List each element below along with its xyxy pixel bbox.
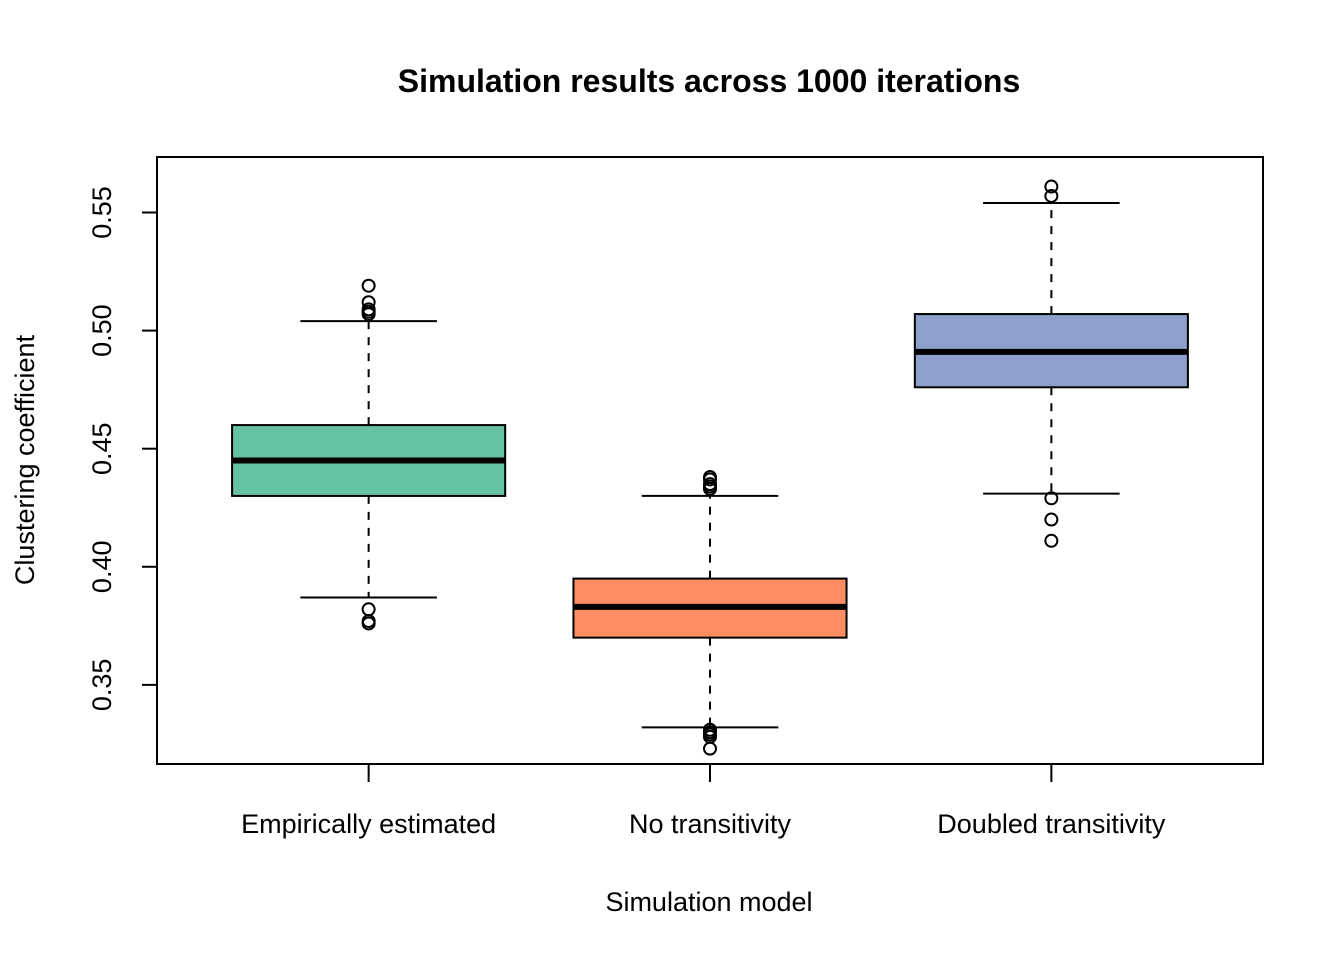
outlier-point: [703, 741, 717, 756]
box-1: [231, 278, 507, 631]
y-tick-label: 0.50: [87, 304, 117, 357]
y-tick-label: 0.55: [87, 186, 117, 239]
outlier-point: [361, 602, 376, 617]
x-tick-label: Doubled transitivity: [937, 809, 1166, 839]
outlier-point: [703, 722, 717, 737]
y-tick-label: 0.35: [87, 659, 117, 712]
y-axis: 0.35 0.40 0.45 0.50 0.55: [87, 186, 158, 712]
x-tick-label: No transitivity: [629, 809, 792, 839]
x-axis: Empirically estimated No transitivity Doub…: [241, 764, 1166, 839]
outlier-point: [1044, 179, 1059, 194]
x-axis-label: Simulation model: [605, 887, 812, 917]
boxes-group: [231, 179, 1189, 756]
y-axis-label: Clustering coefficient: [10, 334, 40, 585]
outlier-point: [1044, 512, 1059, 527]
x-tick-label: Empirically estimated: [241, 809, 496, 839]
box-2: [572, 470, 848, 756]
y-tick-label: 0.45: [87, 422, 117, 475]
chart-title: Simulation results across 1000 iteration…: [398, 63, 1020, 99]
outlier-point: [361, 302, 376, 317]
outlier-point: [361, 295, 376, 310]
y-tick-label: 0.40: [87, 541, 117, 594]
outlier-point: [703, 470, 717, 485]
outlier-point: [361, 278, 376, 293]
outlier-point: [1044, 188, 1059, 203]
outlier-point: [1044, 491, 1059, 506]
outlier-point: [703, 477, 717, 492]
outlier-point: [1044, 533, 1059, 548]
box-3: [913, 179, 1189, 548]
